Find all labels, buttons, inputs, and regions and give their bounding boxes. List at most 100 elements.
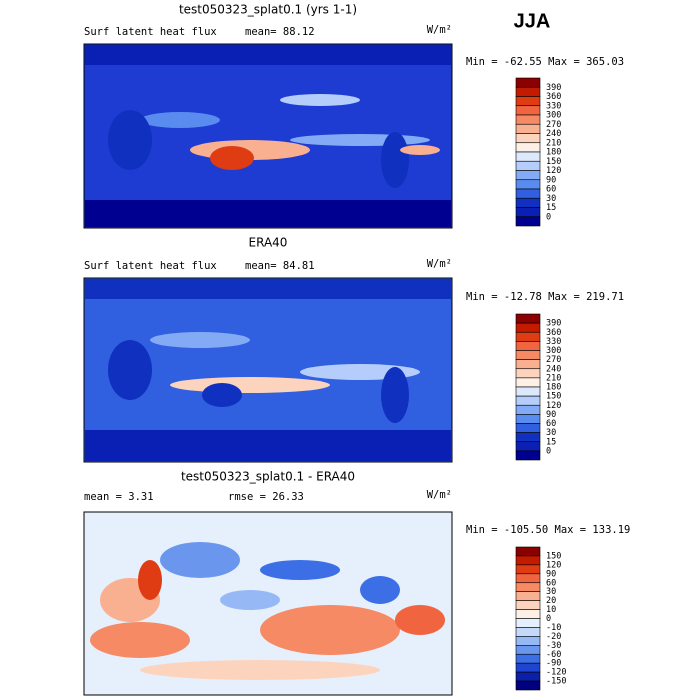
colorbar-label: 20	[546, 596, 556, 606]
colorbar-label: 10	[546, 605, 556, 615]
colorbar-box	[515, 160, 541, 171]
colorbar-label: 270	[546, 355, 561, 365]
colorbar-label: 30	[546, 587, 556, 597]
units-label: W/m²	[427, 258, 452, 270]
colorbar-label: 30	[546, 194, 556, 204]
colorbar-box	[515, 573, 541, 584]
colorbar-box	[515, 564, 541, 575]
colorbar-box	[515, 151, 541, 162]
map	[83, 43, 453, 229]
colorbar-box	[515, 680, 541, 691]
colorbar-box	[515, 359, 541, 370]
variable-label: Surf latent heat flux	[84, 260, 217, 272]
colorbar-box	[515, 197, 541, 208]
colorbar-box	[515, 170, 541, 181]
units-label: W/m²	[427, 24, 452, 36]
colorbar-label: 300	[546, 111, 561, 121]
colorbar-label: 150	[546, 157, 561, 167]
colorbar-box	[515, 450, 541, 461]
colorbar-label: 360	[546, 92, 561, 102]
colorbar-label: 210	[546, 138, 561, 148]
colorbar-box	[515, 441, 541, 452]
colorbar-box	[515, 377, 541, 388]
colorbar-label: 150	[546, 392, 561, 402]
colorbar-label: 240	[546, 129, 561, 139]
mean-label: mean = 3.31	[84, 491, 154, 503]
colorbar-box	[515, 618, 541, 628]
colorbar-label: 60	[546, 578, 556, 588]
colorbar-label: -20	[546, 632, 561, 642]
colorbar-label: 15	[546, 437, 556, 447]
colorbar-box	[515, 188, 541, 199]
colorbar-box	[515, 105, 541, 116]
colorbar-label: -30	[546, 641, 561, 651]
colorbar-box	[515, 341, 541, 351]
colorbar-label: 270	[546, 120, 561, 130]
colorbar-box	[515, 77, 541, 88]
colorbar-label: 360	[546, 328, 561, 338]
colorbar-label: 0	[546, 614, 551, 624]
colorbar-label: 90	[546, 569, 556, 579]
colorbar-label: 180	[546, 148, 561, 158]
colorbar-label: 0	[546, 446, 551, 456]
colorbar-box	[515, 555, 541, 566]
colorbar-box	[515, 645, 541, 655]
colorbar-label: 15	[546, 203, 556, 213]
colorbar-label: 300	[546, 346, 561, 356]
colorbar-box	[515, 350, 541, 360]
colorbar-label: -90	[546, 659, 561, 669]
colorbar-label: 240	[546, 364, 561, 374]
colorbar-label: 330	[546, 101, 561, 111]
colorbar-box	[515, 671, 541, 682]
colorbar-label: 120	[546, 166, 561, 176]
colorbar-box	[515, 600, 541, 610]
colorbar-label: 150	[546, 551, 561, 561]
panel-title: test050323_splat0.1 (yrs 1-1)	[179, 3, 357, 17]
variable-label: Surf latent heat flux	[84, 26, 217, 38]
colorbar-label: 180	[546, 383, 561, 393]
colorbar-box	[515, 331, 541, 342]
colorbar-label: -60	[546, 650, 561, 660]
colorbar-box	[515, 96, 541, 107]
colorbar-box	[515, 313, 541, 324]
min-max-label: Min = -105.50 Max = 133.19	[466, 524, 630, 536]
colorbar-box	[515, 142, 541, 153]
panel-title: ERA40	[249, 236, 288, 250]
colorbar-box	[515, 591, 541, 601]
colorbar-box	[515, 432, 541, 443]
colorbar-box	[515, 636, 541, 646]
colorbar-box	[515, 86, 541, 97]
colorbar-box	[515, 609, 541, 619]
colorbar-box	[515, 582, 541, 592]
colorbar-box	[515, 627, 541, 637]
colorbar-label: 60	[546, 419, 556, 429]
season-label: JJA	[514, 10, 551, 32]
map	[83, 277, 453, 463]
colorbar-box	[515, 395, 541, 406]
colorbar-label: 120	[546, 560, 561, 570]
min-max-label: Min = -12.78 Max = 219.71	[466, 291, 624, 303]
colorbar-box	[515, 653, 541, 664]
colorbar-box	[515, 179, 541, 190]
colorbar-label: 120	[546, 401, 561, 411]
colorbar-box	[515, 133, 541, 144]
mean-label: mean= 88.12	[245, 26, 315, 38]
colorbar-label: 210	[546, 373, 561, 383]
colorbar-box	[515, 404, 541, 415]
colorbar-box	[515, 114, 541, 125]
colorbar-label: 60	[546, 185, 556, 195]
colorbar-label: -10	[546, 623, 561, 633]
colorbar-label: 30	[546, 428, 556, 438]
colorbar-box	[515, 207, 541, 218]
colorbar-label: 330	[546, 337, 561, 347]
panel-title: test050323_splat0.1 - ERA40	[181, 470, 355, 484]
colorbar-box	[515, 386, 541, 397]
units-label: W/m²	[427, 489, 452, 501]
colorbar-label: 0	[546, 212, 551, 222]
colorbar-label: 90	[546, 175, 556, 185]
colorbar-box	[515, 546, 541, 557]
colorbar-box	[515, 322, 541, 333]
colorbar-label: 390	[546, 319, 561, 329]
colorbar-box	[515, 423, 541, 433]
